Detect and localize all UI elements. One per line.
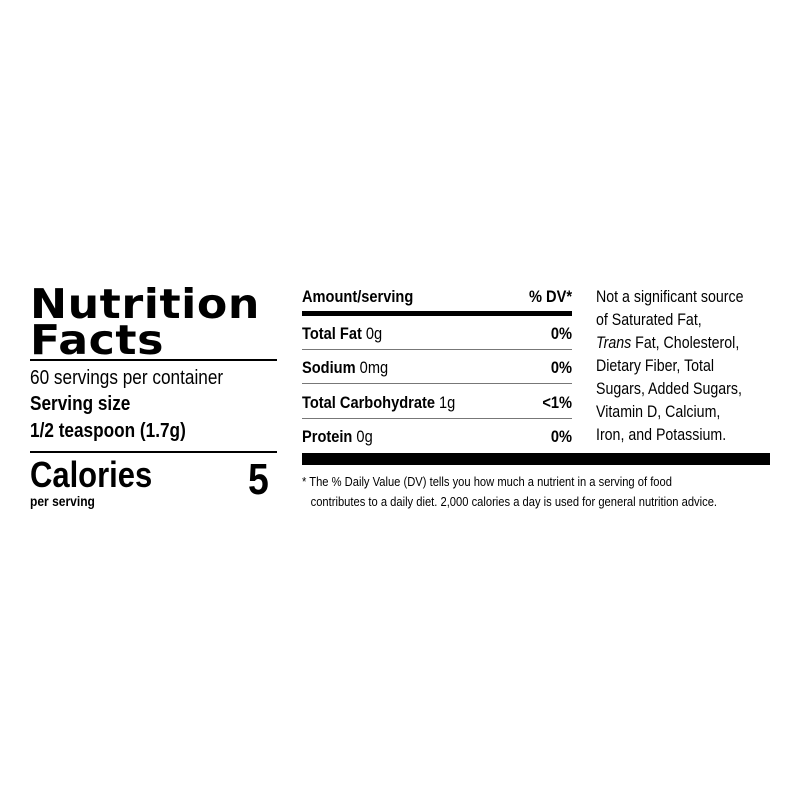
note-line: Not a significant source [596,288,744,306]
divider [30,359,277,361]
note-line: of Saturated Fat, [596,311,702,329]
nutrient-name: Total Carbohydrate [302,393,435,412]
nutrient-amount: 1g [439,393,456,412]
calories-sub: per serving [30,493,95,509]
divider [302,383,572,384]
divider [302,349,572,350]
nutrient-name: Sodium [302,358,356,377]
nutrient-row: Sodium 0mg 0% [302,358,572,378]
note-line: Vitamin D, Calcium, [596,403,721,421]
divider [302,418,572,419]
nutrient-name: Total Fat [302,324,362,343]
note-line: Dietary Fiber, Total [596,357,715,375]
thick-divider [302,311,572,316]
nutrient-dv: <1% [542,393,573,412]
not-significant-note: Not a significant source of Saturated Fa… [596,286,744,447]
footnote: * The % Daily Value (DV) tells you how m… [302,472,717,512]
note-line: Iron, and Potassium. [596,426,727,444]
nutrient-row: Total Fat 0g 0% [302,324,572,344]
nutrient-dv: 0% [550,358,573,377]
note-text: Fat, Cholesterol, [631,334,740,352]
title-nutrition: Nutrition [30,280,260,328]
calories-value: 5 [248,455,269,504]
note-line: Sugars, Added Sugars, [596,380,742,398]
serving-size-label: Serving size [30,393,131,415]
servings-per-container: 60 servings per container [30,367,224,389]
trans-italic: Trans [596,334,632,352]
table-header: Amount/serving % DV* [302,287,572,307]
serving-size-value: 1/2 teaspoon (1.7g) [30,420,186,442]
nutrient-row: Protein 0g 0% [302,427,572,447]
nutrient-dv: 0% [550,324,573,343]
amount-serving-header: Amount/serving [302,287,414,306]
nutrient-amount: 0g [356,427,373,446]
dv-header: % DV* [528,287,573,306]
nutrient-amount: 0g [365,324,383,343]
nutrient-row: Total Carbohydrate 1g <1% [302,393,572,413]
thick-bar [302,453,770,465]
nutrient-name: Protein [302,427,353,446]
divider [30,451,277,453]
footnote-line: * The % Daily Value (DV) tells you how m… [302,474,672,489]
title-facts: Facts [30,316,165,364]
nutrient-dv: 0% [550,427,573,446]
calories-label: Calories [30,454,153,495]
nutrient-amount: 0mg [359,358,389,377]
footnote-line: contributes to a daily diet. 2,000 calor… [310,494,718,509]
note-line: Trans Fat, Cholesterol, [596,332,744,355]
